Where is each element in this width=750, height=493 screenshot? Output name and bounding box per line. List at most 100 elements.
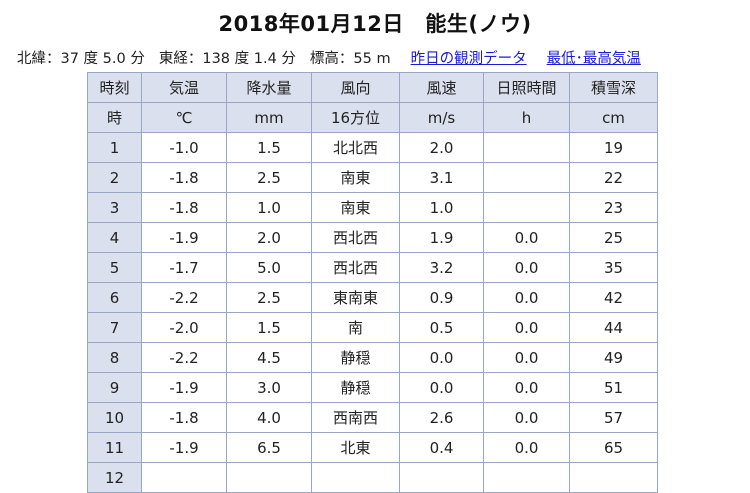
snow-depth-cell: 35 [569,252,658,283]
sunshine-cell: 0.0 [483,432,570,463]
hour-cell: 2 [87,162,142,193]
hour-cell: 12 [87,462,142,493]
snow-depth-cell: 22 [569,162,658,193]
temperature-cell [141,462,227,493]
wind-speed-cell: 2.0 [399,132,484,163]
hour-cell: 1 [87,132,142,163]
wind-speed-cell: 0.5 [399,312,484,343]
unit-sunshine: h [483,102,570,133]
table-row: 2 -1.8 2.5 南東 3.1 22 [87,162,658,193]
precipitation-cell: 4.0 [226,402,312,433]
hour-cell: 7 [87,312,142,343]
elevation-text: 標高：55 m [309,51,391,67]
table-row: 7 -2.0 1.5 南 0.5 0.0 44 [87,312,658,343]
header-wind-speed: 風速 [399,72,484,103]
sunshine-cell [483,162,570,193]
table-row: 1 -1.0 1.5 北北西 2.0 19 [87,132,658,163]
table-row: 3 -1.8 1.0 南東 1.0 23 [87,192,658,223]
header-temperature: 気温 [141,72,227,103]
wind-direction-cell: 南 [311,312,400,343]
table-row: 4 -1.9 2.0 西北西 1.9 0.0 25 [87,222,658,253]
precipitation-cell: 6.5 [226,432,312,463]
wind-direction-cell: 静穏 [311,342,400,373]
longitude-text: 東経：138 度 1.4 分 [158,51,296,67]
snow-depth-cell: 57 [569,402,658,433]
page-title: 2018年01月12日 能生(ノウ) [218,12,532,36]
wind-direction-cell: 西南西 [311,402,400,433]
min-max-temperature-link[interactable]: 最低･最高気温 [546,51,641,67]
wind-direction-cell: 北北西 [311,132,400,163]
temperature-cell: -2.0 [141,312,227,343]
temperature-cell: -1.8 [141,192,227,223]
wind-speed-cell: 0.4 [399,432,484,463]
hour-cell: 11 [87,432,142,463]
precipitation-cell [226,462,312,493]
unit-wind-speed: m/s [399,102,484,133]
precipitation-cell: 1.5 [226,312,312,343]
sunshine-cell [483,462,570,493]
precipitation-cell: 2.0 [226,222,312,253]
snow-depth-cell [569,462,658,493]
wind-speed-cell [399,462,484,493]
wind-speed-cell: 0.0 [399,342,484,373]
hour-cell: 4 [87,222,142,253]
table-row: 8 -2.2 4.5 静穏 0.0 0.0 49 [87,342,658,373]
wind-direction-cell: 南東 [311,192,400,223]
sunshine-cell: 0.0 [483,282,570,313]
temperature-cell: -1.8 [141,402,227,433]
wind-direction-cell: 南東 [311,162,400,193]
table-row: 12 [87,462,658,493]
hour-cell: 3 [87,192,142,223]
snow-depth-cell: 51 [569,372,658,403]
unit-precipitation: mm [226,102,312,133]
wind-direction-cell: 西北西 [311,222,400,253]
hour-cell: 5 [87,252,142,283]
wind-direction-cell [311,462,400,493]
precipitation-cell: 3.0 [226,372,312,403]
header-row: 時刻 気温 降水量 風向 風速 日照時間 積雪深 [87,72,658,103]
hourly-observation-table: 時刻 気温 降水量 風向 風速 日照時間 積雪深 時 ℃ mm 16方位 m/s… [87,72,658,493]
sunshine-cell: 0.0 [483,342,570,373]
precipitation-cell: 2.5 [226,162,312,193]
hour-cell: 8 [87,342,142,373]
snow-depth-cell: 23 [569,192,658,223]
temperature-cell: -1.0 [141,132,227,163]
wind-speed-cell: 2.6 [399,402,484,433]
precipitation-cell: 1.0 [226,192,312,223]
hour-cell: 9 [87,372,142,403]
precipitation-cell: 4.5 [226,342,312,373]
wind-speed-cell: 3.2 [399,252,484,283]
precipitation-cell: 2.5 [226,282,312,313]
wind-direction-cell: 東南東 [311,282,400,313]
snow-depth-cell: 44 [569,312,658,343]
sunshine-cell: 0.0 [483,402,570,433]
header-snow-depth: 積雪深 [569,72,658,103]
wind-direction-cell: 静穏 [311,372,400,403]
temperature-cell: -1.7 [141,252,227,283]
wind-speed-cell: 1.9 [399,222,484,253]
header-wind-direction: 風向 [311,72,400,103]
unit-wind-direction: 16方位 [311,102,400,133]
temperature-cell: -1.9 [141,222,227,253]
previous-day-link[interactable]: 昨日の観測データ [410,51,527,67]
wind-speed-cell: 1.0 [399,192,484,223]
table-row: 9 -1.9 3.0 静穏 0.0 0.0 51 [87,372,658,403]
sunshine-cell: 0.0 [483,252,570,283]
header-time: 時刻 [87,72,142,103]
sunshine-cell [483,132,570,163]
header-sunshine: 日照時間 [483,72,570,103]
wind-speed-cell: 0.9 [399,282,484,313]
wind-direction-cell: 西北西 [311,252,400,283]
temperature-cell: -1.9 [141,372,227,403]
header-precipitation: 降水量 [226,72,312,103]
snow-depth-cell: 49 [569,342,658,373]
precipitation-cell: 5.0 [226,252,312,283]
snow-depth-cell: 42 [569,282,658,313]
hour-cell: 6 [87,282,142,313]
sunshine-cell: 0.0 [483,312,570,343]
table-row: 6 -2.2 2.5 東南東 0.9 0.0 42 [87,282,658,313]
unit-temperature: ℃ [141,102,227,133]
hour-cell: 10 [87,402,142,433]
sunshine-cell [483,192,570,223]
unit-time: 時 [87,102,142,133]
